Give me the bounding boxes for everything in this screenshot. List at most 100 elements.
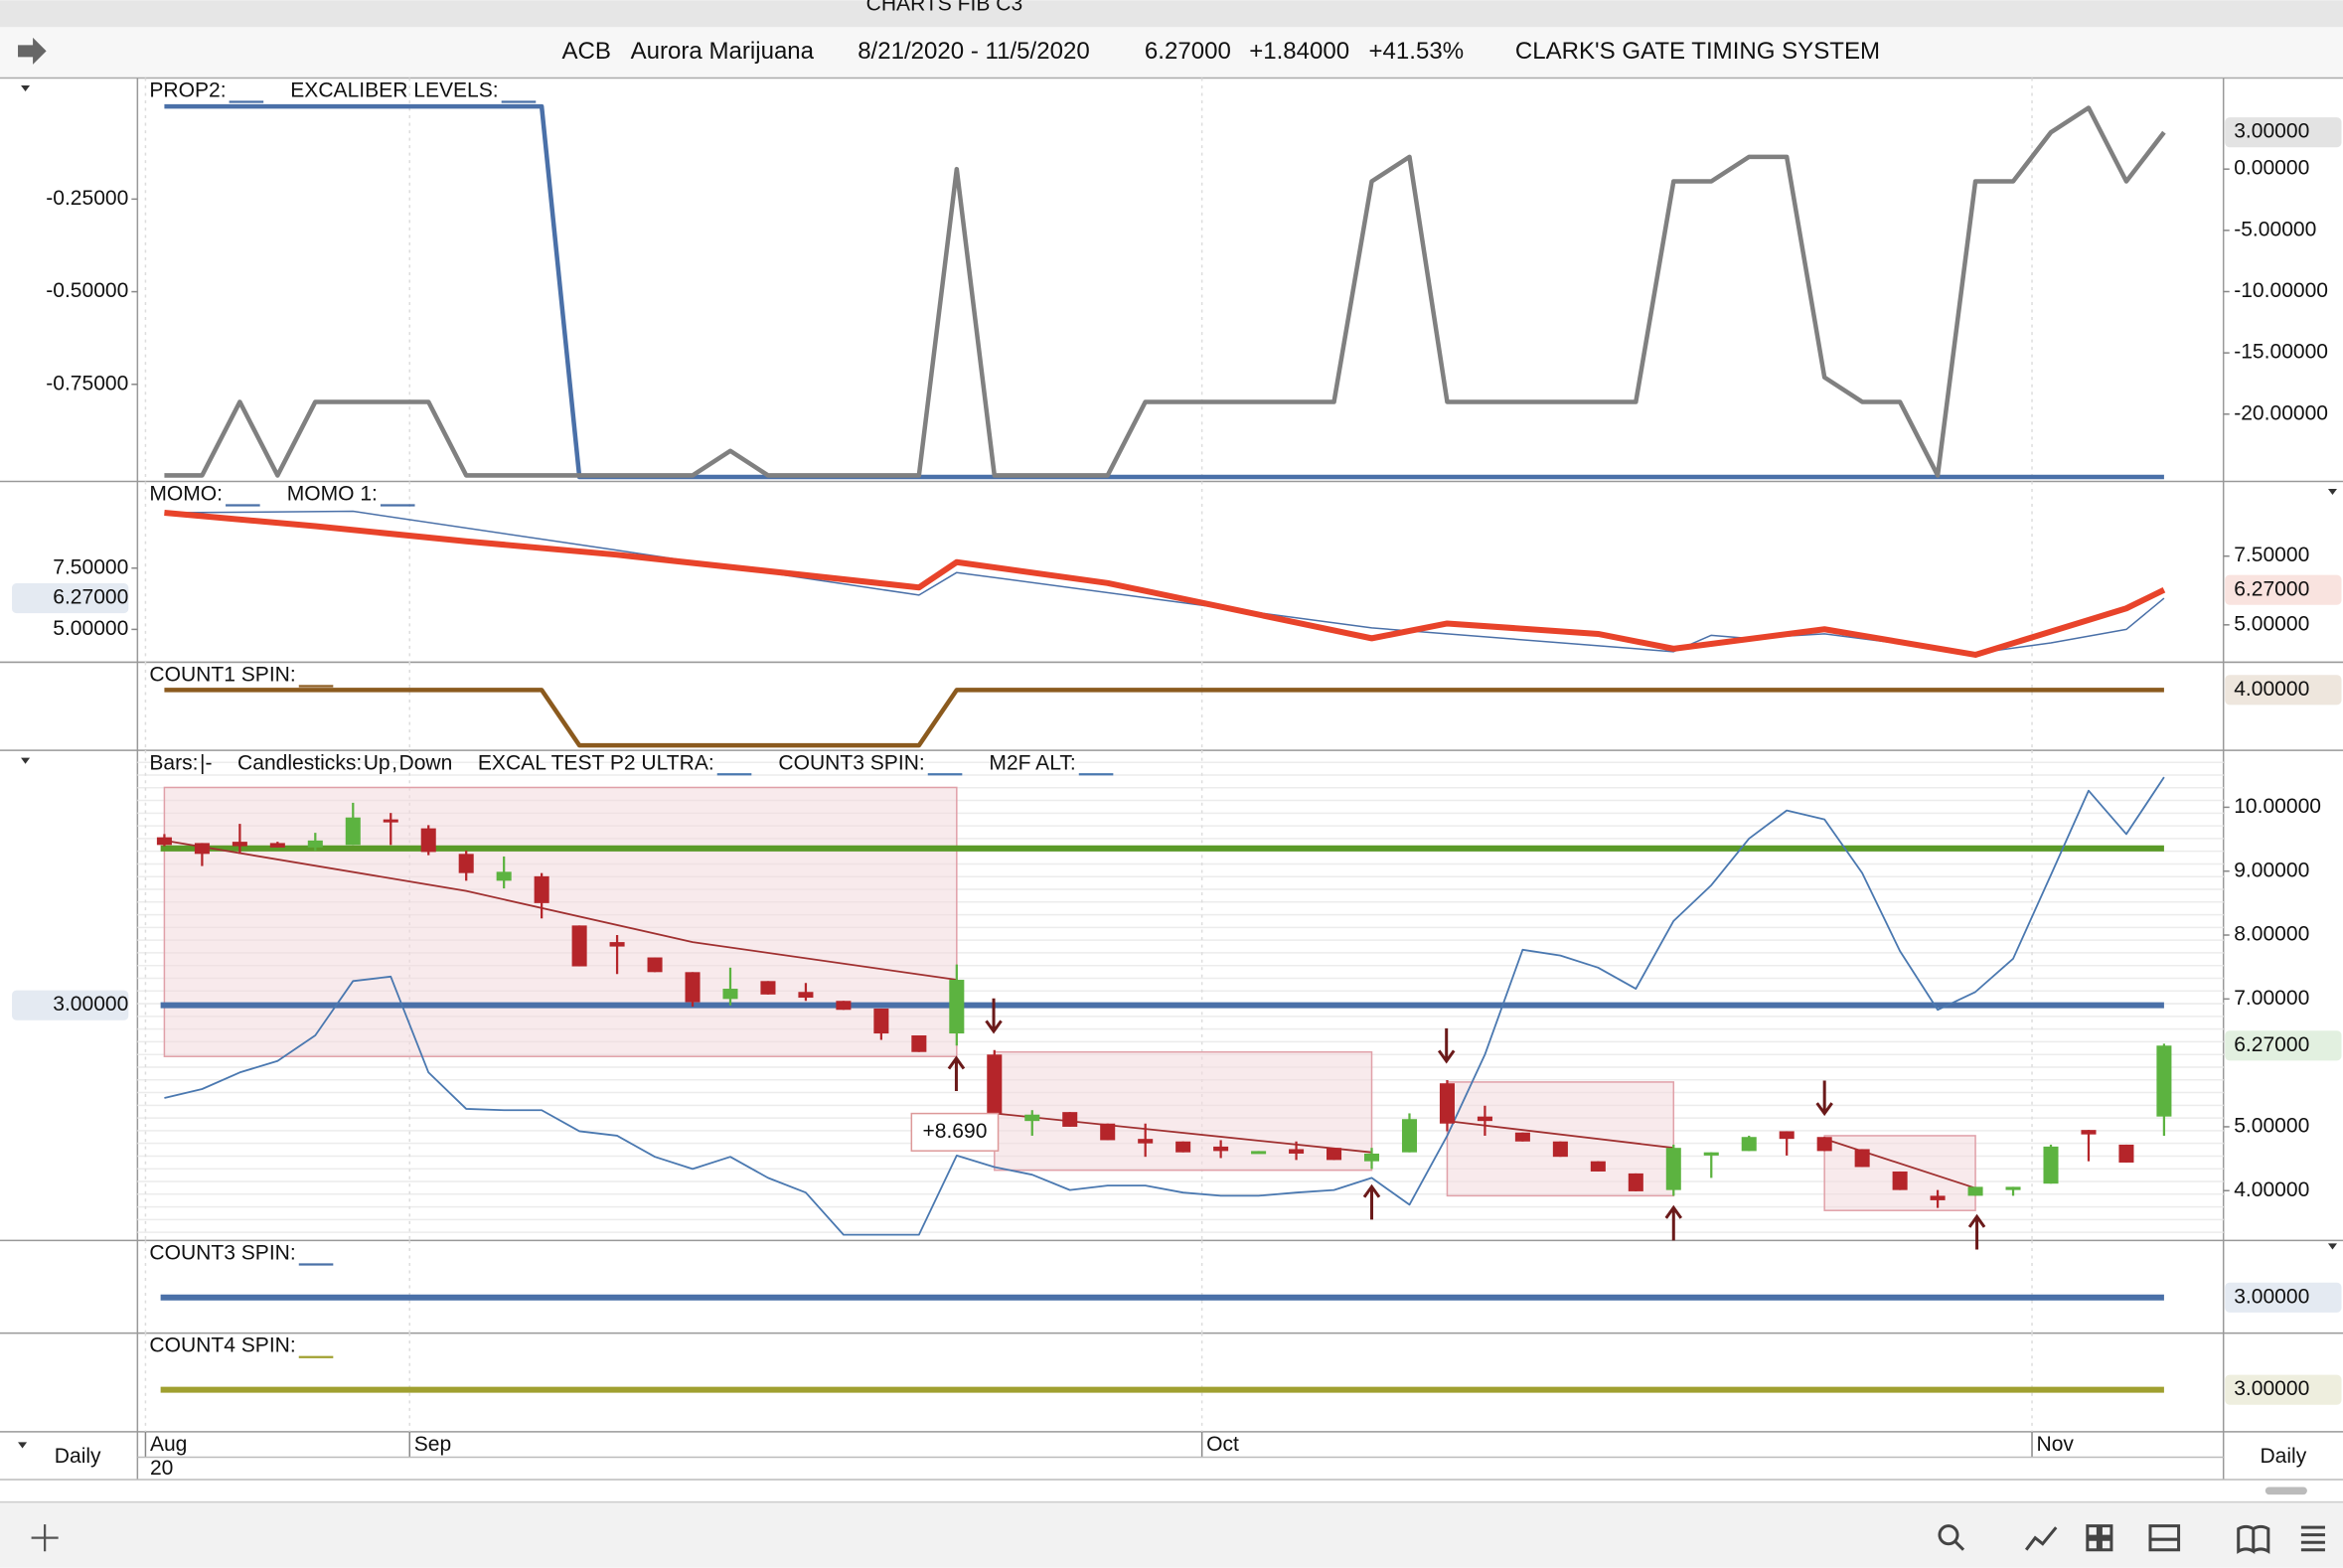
axis-tick-label: -10.00000 xyxy=(2234,279,2328,302)
interval-menu[interactable] xyxy=(18,1442,28,1449)
sell-arrow xyxy=(985,998,1003,1034)
current-value-label: 6.27000 xyxy=(53,586,128,609)
axis-tick-label: 9.00000 xyxy=(2234,859,2309,881)
current-value-box xyxy=(2225,675,2342,706)
candle-body xyxy=(1363,1153,1380,1162)
candle-body xyxy=(156,837,172,846)
current-value-label: 3.00000 xyxy=(2234,1285,2309,1308)
current-value-box xyxy=(12,583,129,614)
candle-body xyxy=(1175,1141,1191,1153)
candle-body xyxy=(1628,1173,1643,1191)
legend-text: COUNT1 SPIN: xyxy=(149,664,295,687)
panel-menu[interactable] xyxy=(21,84,31,91)
axis-tick-label: -5.00000 xyxy=(2234,218,2316,240)
trend-line xyxy=(994,1112,1372,1154)
panel-menu[interactable] xyxy=(2327,1243,2337,1250)
axis-tick-label: -0.50000 xyxy=(46,279,128,302)
axis-tick-label: 7.00000 xyxy=(2234,987,2309,1010)
legend-text: Up xyxy=(364,751,390,774)
candle-body xyxy=(685,972,701,1003)
panel: 7.50000 5.00000 6.27000 7.50000 5.00000 6.270… xyxy=(0,481,2343,664)
candle-body xyxy=(1703,1152,1719,1156)
interval-right[interactable]: Daily xyxy=(2260,1445,2306,1468)
candle-body xyxy=(232,842,247,847)
candle-body xyxy=(1892,1171,1908,1190)
panel: 3.00000 COUNT4 SPIN: xyxy=(0,1333,2343,1433)
toolbar xyxy=(0,27,2343,78)
trend-line xyxy=(164,839,957,981)
panel-menu[interactable] xyxy=(2327,488,2337,496)
current-value-label: 3.00000 xyxy=(2234,120,2309,143)
grid-icon[interactable] xyxy=(2086,1524,2113,1552)
sell-arrow xyxy=(1815,1080,1833,1117)
layout-icon[interactable] xyxy=(2148,1524,2181,1552)
candle-body xyxy=(194,843,210,855)
series-line xyxy=(164,510,2165,655)
candle-body xyxy=(1477,1116,1492,1122)
interval-left[interactable]: Daily xyxy=(55,1445,101,1468)
candle-body xyxy=(1327,1148,1342,1161)
book-icon[interactable] xyxy=(2237,1524,2270,1554)
toolbar-icons xyxy=(1938,1524,2325,1554)
candle-body xyxy=(307,840,323,848)
candle-body xyxy=(1741,1137,1757,1152)
fib-zone xyxy=(994,1050,1373,1172)
candle-body xyxy=(2156,1045,2172,1117)
candle-body xyxy=(798,992,814,999)
candle-body xyxy=(1100,1123,1116,1141)
candle-body xyxy=(1289,1149,1305,1154)
current-value-box xyxy=(2225,1374,2342,1405)
last-price: 6.27000 xyxy=(1145,38,1231,65)
candle-body xyxy=(1213,1146,1229,1152)
legend-text: Candlesticks: xyxy=(237,751,362,774)
system-name: CLARK'S GATE TIMING SYSTEM xyxy=(1515,38,1880,65)
candle-body xyxy=(2118,1144,2134,1163)
title-bar xyxy=(0,0,2343,28)
candle-body xyxy=(1779,1131,1795,1140)
legend-text: Bars: xyxy=(149,751,198,774)
search-icon[interactable] xyxy=(1938,1524,1959,1546)
chart-icon[interactable] xyxy=(2024,1526,2058,1551)
window-title: CHARTS FIB C3 xyxy=(866,0,1023,15)
price-change: +1.84000 xyxy=(1249,38,1349,65)
menu-icon[interactable] xyxy=(2300,1525,2325,1552)
candle-body xyxy=(911,1034,927,1052)
bottom-toolbar xyxy=(0,1501,2343,1568)
panel: 3.00000 10.00000 9.00000 8.00000 7.00000 5.00… xyxy=(0,750,2343,1250)
security-name: Aurora Marijuana xyxy=(631,38,815,65)
current-value-label: 3.00000 xyxy=(53,993,128,1016)
axis-tick-label: -15.00000 xyxy=(2234,341,2328,364)
current-value-label: 3.00000 xyxy=(2234,1377,2309,1400)
add-button[interactable] xyxy=(31,1524,59,1552)
current-value-label: 6.27000 xyxy=(2234,1033,2309,1056)
buy-arrow xyxy=(1362,1183,1381,1220)
candle-body xyxy=(269,843,285,848)
symbol: ACB xyxy=(561,38,610,65)
candle-body xyxy=(722,989,738,1000)
candle-body xyxy=(1930,1195,1946,1200)
candle-body xyxy=(534,875,549,903)
candle-body xyxy=(2081,1130,2097,1135)
series-line xyxy=(164,105,2166,478)
buy-arrow xyxy=(1967,1213,1986,1250)
annotation-text: +8.690 xyxy=(922,1120,987,1143)
search-icon-handle xyxy=(1952,1539,1965,1551)
candle-body xyxy=(1967,1186,1983,1196)
x-tick-sublabel: 20 xyxy=(150,1457,173,1480)
axis-tick-label: 10.00000 xyxy=(2234,795,2321,818)
legend-text: EXCAL TEST P2 ULTRA: xyxy=(478,751,714,774)
candle-body xyxy=(496,871,512,881)
scroll-handle[interactable] xyxy=(2265,1487,2307,1495)
current-value-box xyxy=(2225,1282,2342,1313)
forward-button[interactable] xyxy=(18,37,47,65)
legend-text: COUNT3 SPIN: xyxy=(149,1242,295,1265)
candle-body xyxy=(571,925,587,967)
candle-body xyxy=(1665,1148,1681,1190)
date-range: 8/21/2020 - 11/5/2020 xyxy=(858,38,1090,65)
legend-text: |- xyxy=(200,751,212,774)
panel-menu[interactable] xyxy=(21,757,31,764)
axis-tick-label: -20.00000 xyxy=(2234,401,2328,424)
series-line xyxy=(164,510,2166,658)
